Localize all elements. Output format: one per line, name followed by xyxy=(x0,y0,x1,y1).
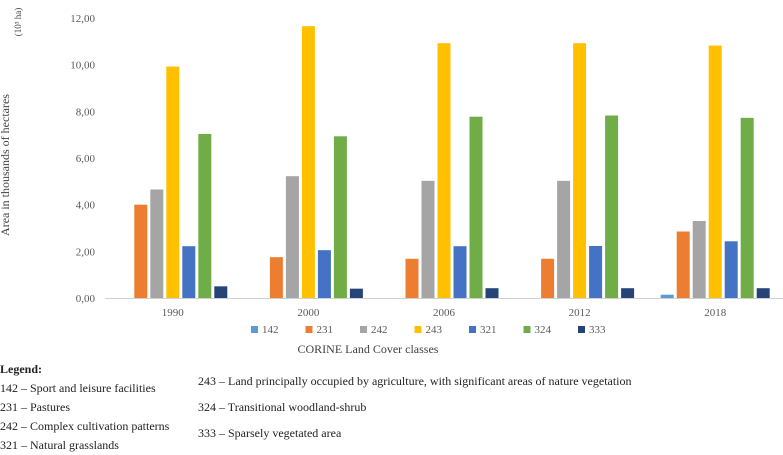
y-axis-title: Area in thousands of hectares xyxy=(0,94,12,236)
bar-231-1990 xyxy=(134,204,148,298)
legend-swatch xyxy=(523,326,531,333)
bar-321-2012 xyxy=(589,245,603,298)
bars-group xyxy=(134,26,770,299)
note-line: 324 – Transitional woodland-shrub xyxy=(198,400,367,414)
x-tick-label: 2006 xyxy=(433,307,456,319)
bar-321-2006 xyxy=(453,246,467,298)
y-tick-label: 6,00 xyxy=(76,153,96,165)
note-line: 231 – Pastures xyxy=(0,400,70,414)
bar-243-2000 xyxy=(301,26,315,299)
bar-243-2018 xyxy=(708,45,722,299)
bar-333-2012 xyxy=(621,288,635,298)
legend-swatch xyxy=(360,326,367,333)
bar-324-2006 xyxy=(469,116,483,298)
bar-243-1990 xyxy=(166,66,180,299)
legend-label: 242 xyxy=(371,324,388,336)
bar-333-2000 xyxy=(349,288,363,298)
bar-242-2012 xyxy=(557,180,571,298)
bar-324-2000 xyxy=(333,136,347,298)
bar-242-1990 xyxy=(150,189,164,298)
bar-231-2006 xyxy=(405,258,419,298)
bar-231-2018 xyxy=(676,231,690,298)
note-line: 333 – Sparsely vegetated area xyxy=(198,426,342,440)
y-tick-label: 10,00 xyxy=(70,60,95,72)
bar-324-2018 xyxy=(740,117,754,298)
bar-324-2012 xyxy=(605,115,619,299)
y-tick-label: 2,00 xyxy=(76,246,96,258)
notes-left-column: Legend: 142 – Sport and leisure faciliti… xyxy=(0,360,169,455)
y-tick-label: 0,00 xyxy=(76,293,96,305)
legend-label: 231 xyxy=(317,324,334,336)
x-tick-label: 2018 xyxy=(704,307,727,319)
bar-333-2018 xyxy=(756,288,770,298)
legend-swatch xyxy=(578,326,585,333)
legend-swatch xyxy=(251,326,258,333)
notes-right-column: 243 – Land principally occupied by agric… xyxy=(198,368,632,446)
legend-swatch xyxy=(414,326,422,333)
y-tick-label: 8,00 xyxy=(76,106,96,118)
bar-242-2000 xyxy=(285,176,299,298)
bar-242-2018 xyxy=(692,221,706,298)
bar-321-2018 xyxy=(724,241,738,298)
legend-swatch xyxy=(305,326,313,333)
x-axis-title: CORINE Land Cover classes xyxy=(298,342,439,356)
bar-243-2012 xyxy=(573,43,587,299)
notes-heading: Legend: xyxy=(0,362,42,376)
bar-321-2000 xyxy=(317,250,331,298)
legend-label: 333 xyxy=(589,324,606,336)
x-axis-ticks: 1990 2000 2006 2012 2018 xyxy=(162,307,727,319)
y-tick-label: 12,00 xyxy=(70,13,95,25)
class-legend-notes: Legend: 142 – Sport and leisure faciliti… xyxy=(0,360,783,452)
note-line: 142 – Sport and leisure facilities xyxy=(0,381,156,395)
bar-chart: (10³ ha) Area in thousands of hectares 0… xyxy=(0,8,783,356)
bar-333-2006 xyxy=(485,288,499,298)
x-tick-label: 2000 xyxy=(297,307,320,319)
chart-legend: 142 231 242 243 321 324 333 xyxy=(251,324,606,336)
bar-231-2012 xyxy=(541,258,555,298)
legend-swatch xyxy=(469,326,476,333)
y-tick-label: 4,00 xyxy=(76,200,96,212)
bar-321-1990 xyxy=(182,246,196,298)
y-axis-unit: (10³ ha) xyxy=(13,8,23,36)
legend-label: 321 xyxy=(480,324,497,336)
x-tick-label: 1990 xyxy=(162,307,185,319)
note-line: 242 – Complex cultivation patterns xyxy=(0,419,170,433)
legend-label: 142 xyxy=(262,324,279,336)
note-line: 321 – Natural grasslands xyxy=(0,438,119,452)
x-tick-label: 2012 xyxy=(569,307,591,319)
bar-142-2018 xyxy=(660,294,674,298)
bar-231-2000 xyxy=(269,257,283,298)
bar-243-2006 xyxy=(437,43,451,299)
note-line: 243 – Land principally occupied by agric… xyxy=(198,374,632,388)
bar-242-2006 xyxy=(421,180,435,298)
bar-324-1990 xyxy=(198,133,212,298)
legend-label: 324 xyxy=(535,324,552,336)
bar-333-1990 xyxy=(214,286,228,298)
y-axis-ticks: 0,00 2,00 4,00 6,00 8,00 10,00 12,00 xyxy=(70,13,95,305)
legend-label: 243 xyxy=(426,324,443,336)
